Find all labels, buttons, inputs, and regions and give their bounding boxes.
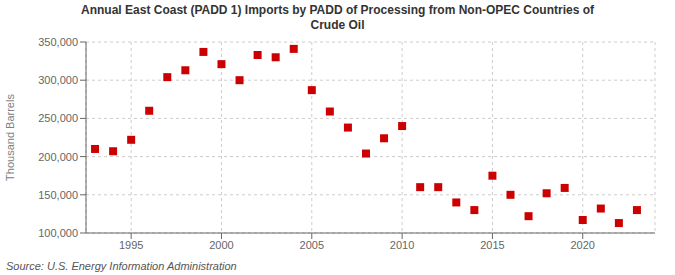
svg-text:2000: 2000 [209,239,233,251]
svg-text:2010: 2010 [390,239,414,251]
svg-text:350,000: 350,000 [38,36,78,48]
svg-text:100,000: 100,000 [38,227,78,239]
svg-text:2015: 2015 [480,239,504,251]
html-text:Source: U.S. Energy Informatio: Source: U.S. Energy Information Administ… [6,260,237,272]
svg-text:2005: 2005 [300,239,324,251]
html-text:Crude Oil: Crude Oil [310,18,365,32]
svg-text:300,000: 300,000 [38,74,78,86]
svg-text:150,000: 150,000 [38,189,78,201]
html-text:Annual East Coast (PADD 1) Imp: Annual East Coast (PADD 1) Imports by PA… [81,3,594,17]
svg-text:2020: 2020 [571,239,595,251]
svg-text:200,000: 200,000 [38,151,78,163]
svg-text:1995: 1995 [119,239,143,251]
svg-text:Thousand Barrels: Thousand Barrels [8,94,16,181]
svg-text:250,000: 250,000 [38,112,78,124]
